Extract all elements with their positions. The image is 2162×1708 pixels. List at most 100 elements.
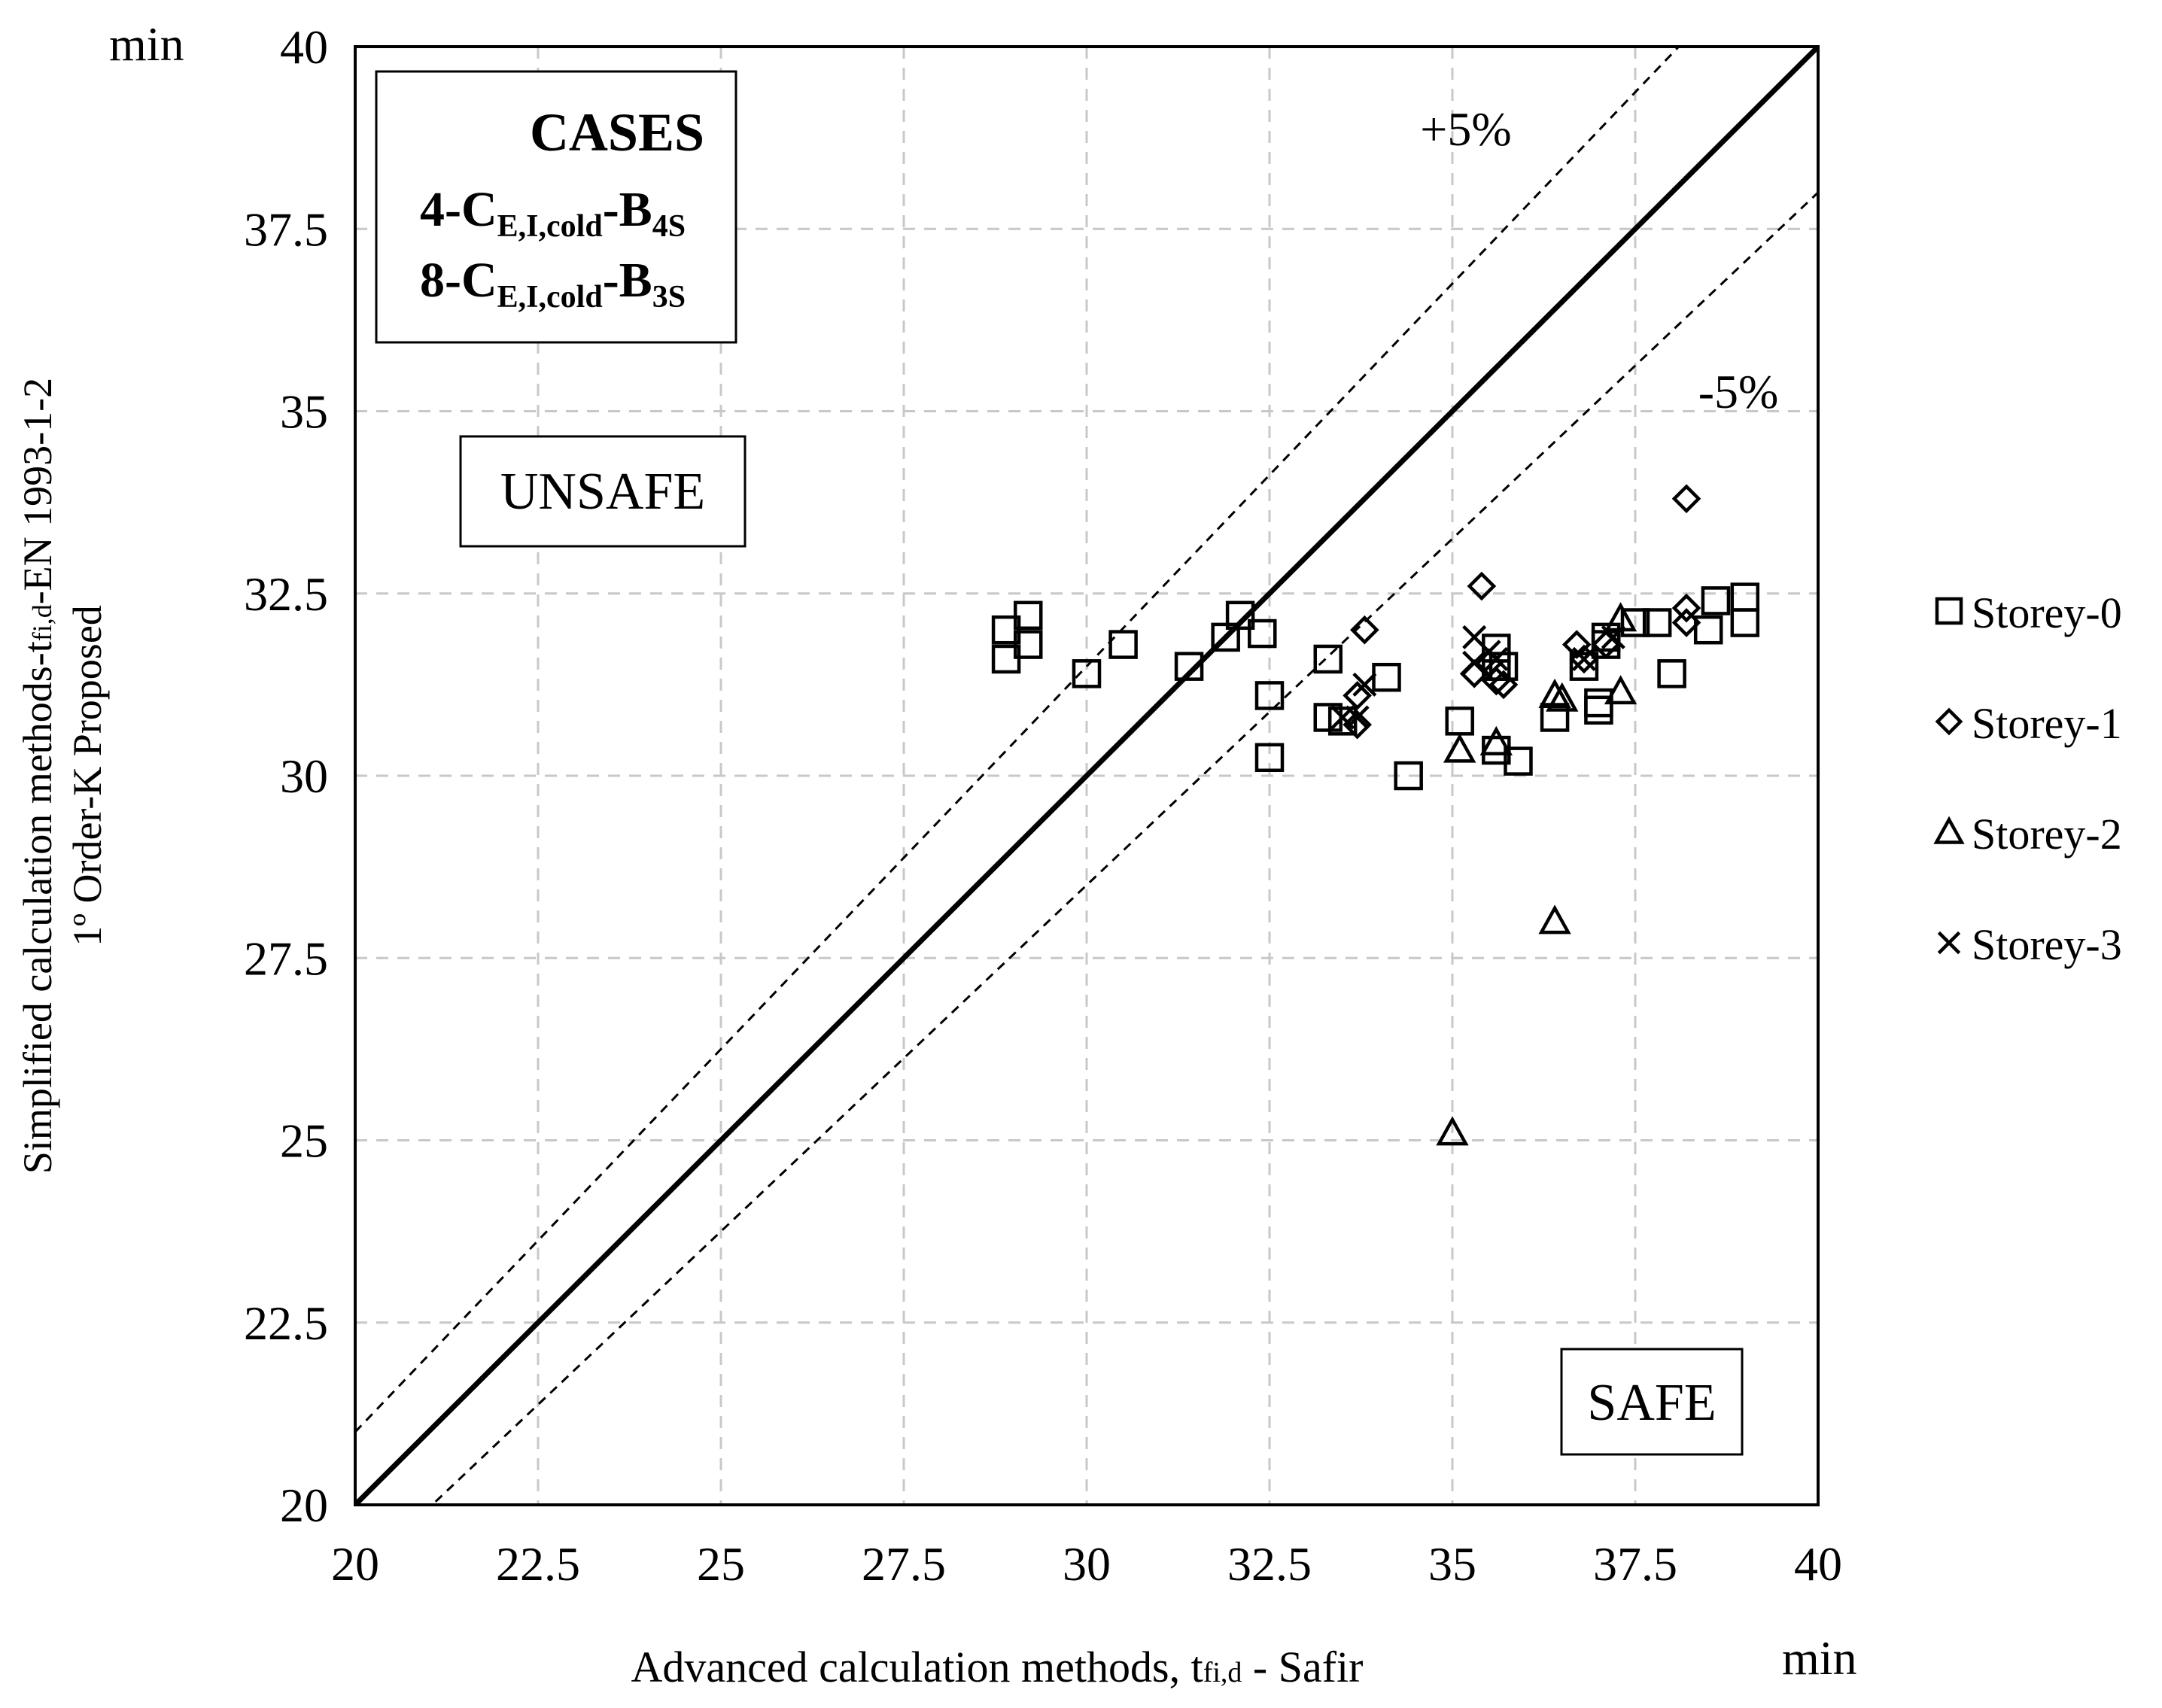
data-point-storey-0 bbox=[1254, 681, 1285, 710]
svg-text:1º Order-K Proposed: 1º Order-K Proposed bbox=[65, 605, 110, 947]
y-tick-label: 30 bbox=[280, 749, 328, 803]
data-point-storey-3 bbox=[1352, 672, 1377, 697]
data-point-storey-2 bbox=[1538, 678, 1571, 708]
data-points bbox=[991, 484, 1760, 1146]
legend-label-storey-0: Storey-0 bbox=[1972, 588, 2122, 637]
x-axis-label: Advanced calculation methods, tfi,d - Sa… bbox=[631, 1643, 1364, 1691]
data-point-storey-3 bbox=[1345, 705, 1370, 730]
x-unit-label: min bbox=[1782, 1631, 1857, 1685]
legend-marker-storey-2 bbox=[1933, 816, 1965, 844]
data-point-storey-0 bbox=[1569, 652, 1599, 681]
svg-text:Simplified calculation methods: Simplified calculation methods-tfi,d-EN … bbox=[15, 378, 60, 1174]
y-tick-label: 20 bbox=[280, 1479, 328, 1532]
data-point-storey-3 bbox=[1571, 646, 1597, 672]
plus-5-percent-label: +5% bbox=[1420, 102, 1511, 156]
data-point-storey-1 bbox=[1350, 615, 1379, 645]
data-point-storey-0 bbox=[1591, 622, 1621, 652]
data-point-storey-0 bbox=[991, 615, 1021, 645]
series-storey-3 bbox=[1330, 625, 1625, 730]
x-tick-label: 20 bbox=[331, 1537, 379, 1591]
legend-label-storey-1: Storey-1 bbox=[1972, 699, 2122, 748]
x-tick-label: 30 bbox=[1063, 1537, 1111, 1591]
data-point-storey-0 bbox=[1394, 761, 1423, 791]
data-point-storey-1 bbox=[1569, 644, 1599, 674]
case-2-label: 8-CE,I,cold-B3S bbox=[420, 253, 686, 315]
y-tick-label: 32.5 bbox=[244, 567, 328, 621]
x-tick-label: 35 bbox=[1428, 1537, 1476, 1591]
tolerance-line bbox=[430, 191, 1818, 1505]
legend-label-storey-2: Storey-2 bbox=[1972, 810, 2122, 859]
case-1-label: 4-CE,I,cold-B4S bbox=[420, 182, 686, 244]
data-point-storey-1 bbox=[1671, 593, 1701, 623]
x-tick-label: 22.5 bbox=[496, 1537, 580, 1591]
data-point-storey-0 bbox=[1642, 608, 1672, 637]
y-tick-label: 22.5 bbox=[244, 1296, 328, 1350]
data-point-storey-2 bbox=[1436, 1116, 1469, 1146]
data-point-storey-0 bbox=[1701, 586, 1731, 615]
legend-marker-storey-3 bbox=[1937, 931, 1961, 955]
equality-line bbox=[355, 47, 1818, 1505]
data-point-storey-1 bbox=[1343, 710, 1372, 740]
legend-marker-storey-1 bbox=[1935, 707, 1963, 736]
y-unit-label: min bbox=[109, 17, 184, 71]
reference-lines bbox=[355, 47, 1818, 1505]
data-point-storey-1 bbox=[1591, 630, 1621, 659]
data-point-storey-3 bbox=[1601, 625, 1625, 649]
data-point-storey-0 bbox=[1174, 652, 1204, 681]
data-point-storey-0 bbox=[1254, 743, 1285, 773]
unsafe-box: UNSAFE bbox=[459, 435, 747, 548]
x-tick-label: 32.5 bbox=[1227, 1537, 1312, 1591]
data-point-storey-1 bbox=[1467, 571, 1497, 601]
data-point-storey-0 bbox=[1657, 659, 1686, 688]
y-tick-label: 40 bbox=[280, 20, 328, 74]
cases-box: CASES 4-CE,I,cold-B4S 8-CE,I,cold-B3S bbox=[375, 70, 737, 344]
data-point-storey-0 bbox=[1248, 618, 1277, 649]
y-tick-label: 35 bbox=[280, 385, 328, 439]
y-axis-label: Simplified calculation methods-tfi,d-EN … bbox=[15, 378, 110, 1174]
data-point-storey-0 bbox=[1445, 707, 1474, 736]
x-tick-label: 40 bbox=[1794, 1537, 1842, 1591]
data-point-storey-0 bbox=[1693, 615, 1723, 645]
data-point-storey-0 bbox=[1211, 622, 1240, 652]
y-tick-labels: 20 22.5 25 27.5 30 32.5 35 37.5 40 bbox=[244, 20, 328, 1532]
safe-box: SAFE bbox=[1560, 1348, 1744, 1456]
data-point-storey-0 bbox=[1013, 630, 1043, 659]
data-point-storey-0 bbox=[1372, 662, 1401, 692]
data-point-storey-0 bbox=[1072, 659, 1102, 688]
data-point-storey-0 bbox=[991, 644, 1021, 674]
data-point-storey-1 bbox=[1561, 630, 1592, 659]
data-point-storey-0 bbox=[1730, 582, 1760, 612]
tolerance-line bbox=[355, 47, 1680, 1433]
data-point-storey-2 bbox=[1479, 725, 1513, 755]
data-point-storey-1 bbox=[1671, 484, 1701, 514]
minus-5-percent-label: -5% bbox=[1698, 365, 1779, 418]
data-point-storey-0 bbox=[1108, 630, 1138, 659]
data-point-storey-2 bbox=[1538, 904, 1571, 935]
x-tick-labels: 20 22.5 25 27.5 30 32.5 35 37.5 40 bbox=[331, 1537, 1842, 1591]
data-point-storey-1 bbox=[1671, 608, 1701, 637]
data-point-storey-0 bbox=[1584, 695, 1613, 725]
safe-label: SAFE bbox=[1587, 1374, 1716, 1432]
data-point-storey-0 bbox=[1504, 746, 1533, 776]
data-point-storey-2 bbox=[1443, 733, 1476, 763]
data-point-storey-0 bbox=[1730, 608, 1760, 637]
legend-marker-storey-0 bbox=[1935, 597, 1963, 625]
data-point-storey-0 bbox=[1225, 600, 1255, 631]
data-point-storey-3 bbox=[1462, 650, 1487, 675]
y-tick-label: 25 bbox=[280, 1114, 328, 1168]
data-point-storey-0 bbox=[1313, 644, 1343, 674]
y-tick-label: 37.5 bbox=[244, 202, 328, 256]
series-storey-2 bbox=[1436, 602, 1637, 1146]
data-point-storey-0 bbox=[1013, 600, 1043, 631]
plot-frame bbox=[354, 45, 1820, 1506]
x-tick-label: 27.5 bbox=[862, 1537, 946, 1591]
legend-label-storey-3: Storey-3 bbox=[1972, 920, 2122, 969]
unsafe-label: UNSAFE bbox=[500, 463, 705, 521]
cases-title: CASES bbox=[530, 102, 704, 163]
legend: Storey-0 Storey-1 Storey-2 Storey-3 bbox=[1933, 588, 2122, 969]
y-tick-label: 27.5 bbox=[244, 931, 328, 985]
data-point-storey-1 bbox=[1488, 670, 1519, 700]
data-point-storey-1 bbox=[1343, 681, 1372, 710]
data-point-storey-2 bbox=[1604, 675, 1637, 705]
